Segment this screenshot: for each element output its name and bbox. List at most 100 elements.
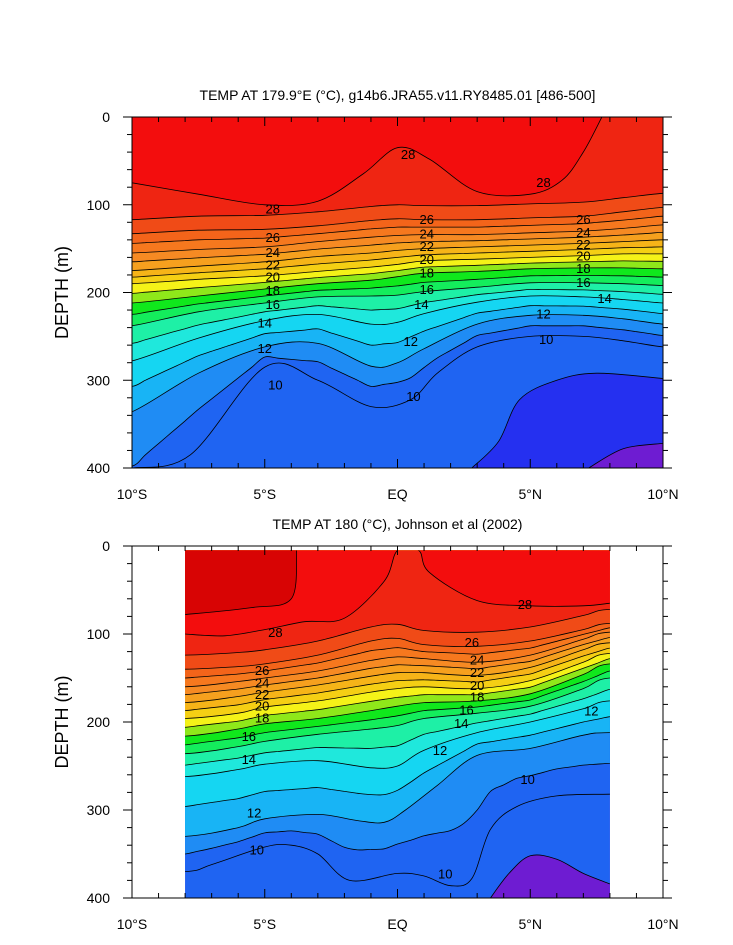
y-tick-label: 400 — [87, 890, 111, 906]
contour-band — [471, 373, 663, 468]
y-tick-label: 300 — [87, 802, 111, 818]
contour-line — [132, 295, 663, 362]
contour-line — [132, 206, 663, 235]
contour-label: 22 — [265, 257, 279, 272]
x-tick-label: 10°S — [117, 486, 148, 502]
contour-label: 10 — [438, 866, 452, 881]
contour-line — [132, 253, 663, 285]
contour-label: 22 — [576, 237, 590, 252]
contour-label: 14 — [242, 752, 256, 767]
contour-line — [132, 192, 663, 221]
contour-label: 12 — [258, 341, 272, 356]
contour-label: 22 — [255, 687, 269, 702]
contour-line — [185, 652, 610, 719]
y-tick-label: 200 — [87, 714, 111, 730]
contour-line — [132, 224, 663, 254]
y-axis-label: DEPTH (m) — [52, 676, 72, 769]
contour-band — [588, 443, 663, 468]
contour-line — [185, 762, 610, 855]
contour-line — [132, 239, 663, 272]
contour-line — [132, 246, 663, 278]
x-tick-label: 5°N — [519, 486, 543, 502]
contour-line — [132, 267, 663, 304]
contour-label: 10 — [520, 772, 534, 787]
contour-line — [588, 443, 663, 468]
contour-label: 20 — [265, 270, 279, 285]
contour-label: 16 — [265, 297, 279, 312]
contour-line — [185, 663, 610, 737]
contour-label: 10 — [268, 378, 282, 393]
y-tick-label: 300 — [87, 372, 111, 388]
y-tick-label: 100 — [87, 626, 111, 642]
y-tick-label: 0 — [102, 538, 110, 554]
contour-label: 18 — [470, 689, 484, 704]
contour-label: 26 — [576, 212, 590, 227]
contour-line — [185, 700, 610, 778]
contour-line — [132, 274, 663, 315]
x-tick-label: 5°S — [253, 486, 276, 502]
contour-field: 2828262624242222202018181616141412121210… — [185, 550, 610, 899]
contour-line — [185, 631, 610, 688]
x-tick-label: EQ — [387, 916, 407, 932]
contour-label: 20 — [255, 698, 269, 713]
y-axis-label: DEPTH (m) — [52, 246, 72, 339]
contour-band — [490, 854, 610, 899]
contour-line — [132, 231, 663, 263]
contour-label: 20 — [419, 252, 433, 267]
contour-line — [185, 642, 610, 704]
contour-line — [471, 372, 663, 468]
contour-line — [490, 854, 610, 899]
contour-line — [185, 658, 610, 728]
contour-label: 18 — [265, 283, 279, 298]
contour-label: 14 — [454, 716, 468, 731]
x-tick-label: EQ — [387, 486, 407, 502]
contour-label: 16 — [419, 282, 433, 297]
contour-label: 20 — [576, 249, 590, 264]
contour-line — [185, 732, 610, 837]
contour-label: 18 — [576, 261, 590, 276]
contour-label: 10 — [406, 389, 420, 404]
x-tick-label: 10°S — [117, 916, 148, 932]
contour-label: 16 — [242, 729, 256, 744]
contour-line — [185, 608, 610, 656]
contour-label: 22 — [419, 239, 433, 254]
contour-label: 12 — [536, 307, 550, 322]
contour-label: 24 — [576, 225, 590, 240]
contour-label: 26 — [465, 635, 479, 650]
y-tick-label: 0 — [102, 109, 110, 125]
x-tick-label: 5°S — [253, 916, 276, 932]
contour-line — [185, 647, 610, 712]
y-tick-label: 100 — [87, 197, 111, 213]
contour-label: 14 — [258, 315, 272, 330]
contour-label: 28 — [401, 147, 415, 162]
contour-label: 26 — [419, 212, 433, 227]
contour-label: 28 — [518, 597, 532, 612]
contour-line — [132, 117, 603, 206]
contour-line — [185, 793, 610, 887]
contour-line — [132, 215, 663, 244]
contour-label: 24 — [265, 245, 279, 260]
contour-line — [185, 637, 610, 696]
contour-label: 10 — [250, 843, 264, 858]
contour-line — [132, 305, 663, 387]
x-tick-label: 10°N — [647, 916, 678, 932]
contour-label: 12 — [584, 704, 598, 719]
contour-line — [132, 334, 663, 468]
y-tick-label: 200 — [87, 285, 111, 301]
contour-label: 24 — [419, 227, 433, 242]
contour-label: 12 — [247, 806, 261, 821]
contour-line — [185, 550, 610, 637]
contour-line — [185, 627, 610, 679]
contour-label: 22 — [470, 665, 484, 680]
contour-label: 12 — [433, 743, 447, 758]
contour-label: 28 — [536, 175, 550, 190]
contour-label: 16 — [459, 703, 473, 718]
contour-label: 18 — [255, 711, 269, 726]
y-tick-label: 400 — [87, 460, 111, 476]
contour-label: 28 — [265, 201, 279, 216]
contour-label: 20 — [470, 678, 484, 693]
contour-label: 26 — [265, 230, 279, 245]
